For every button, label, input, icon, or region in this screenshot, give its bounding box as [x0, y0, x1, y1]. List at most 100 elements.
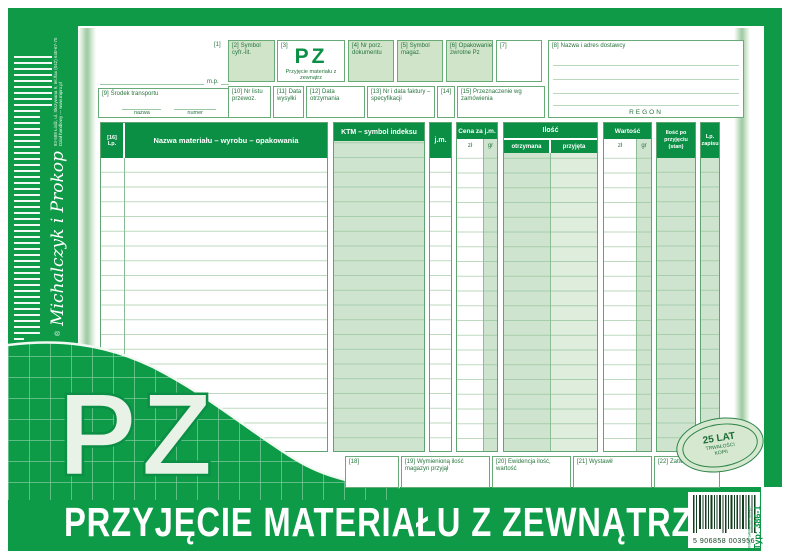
- field-4-label: Nr porz. dokumentu: [352, 43, 383, 56]
- field-10-nr-listu: [10] Nr listu przewoz.: [228, 86, 271, 118]
- field-8-supplier: [8] Nazwa i adres dostawcy REGON: [548, 40, 744, 118]
- field-19-num: [19]: [405, 459, 416, 465]
- field-11-label: Data wysyłki: [277, 89, 302, 102]
- seal-line3: KOPII: [714, 448, 729, 457]
- field-3-pz-box: [3] PZ Przyjęcie materiału z zewnątrz: [277, 40, 345, 82]
- col-body-value-zl: [604, 153, 637, 451]
- field-21-num: [21]: [577, 459, 588, 465]
- regon-label: REGON: [629, 109, 663, 116]
- table-block-lp-zapisu: Lp. zapisu: [700, 122, 720, 452]
- field-19-label: Wymienioną ilość magazyn przyjął: [405, 459, 464, 472]
- field-2-symbol: [2] Symbol cyfr.-lit.: [228, 40, 275, 82]
- table-block-name: [16] Lp. Nazwa materiału – wyrobu – opak…: [100, 122, 328, 452]
- col-header-value: Wartość: [604, 123, 651, 139]
- field-1-num: [1]: [214, 42, 221, 48]
- col-header-ktm: KTM – symbol indeksu: [334, 123, 424, 141]
- field-6-num: [6]: [450, 43, 457, 49]
- table-block-price: Cena za j.m. zł gr: [456, 122, 498, 452]
- col-body-price-zl: [457, 153, 484, 451]
- col-header-lpz-line2: zapisu: [701, 140, 719, 147]
- field-2-num: [2]: [232, 43, 239, 49]
- field-5-num: [5]: [401, 43, 408, 49]
- field-22-label: Zatw.: [670, 459, 685, 465]
- field-11-data-wysylki: [11] Data wysyłki: [273, 86, 304, 118]
- col-header-lp-label: Lp.: [107, 140, 117, 147]
- barcode: 5 906858 003956: [688, 492, 760, 548]
- field-21-wystawil: [21] Wystawił: [573, 456, 652, 488]
- table-block-value: Wartość zł gr: [603, 122, 652, 452]
- field-9-label: Środek transportu: [110, 91, 159, 97]
- field-13-faktura: [13] Nr i data faktury – specyfikacji: [367, 86, 435, 118]
- field-3-sub: Przyjęcie materiału z zewnątrz: [285, 69, 337, 81]
- mp-line: [100, 84, 204, 85]
- field-9-transport: [9] Środek transportu nazwa numer: [98, 88, 230, 118]
- field-5-label: Symbol magaz.: [401, 43, 430, 56]
- brand-block: ® Michalczyk i Prokop 93-588 Łódź, ul. S…: [40, 38, 76, 342]
- col-header-after-qty: Ilość po przyjęciu (stan): [657, 123, 695, 158]
- col-body-jm: [430, 158, 451, 451]
- field-8-label: Nazwa i adres dostawcy: [560, 43, 626, 49]
- table-block-ktm: KTM – symbol indeksu: [333, 122, 425, 452]
- field-9-sub-nazwa: nazwa: [122, 109, 162, 116]
- col-header-lp-num: [16]: [107, 134, 117, 141]
- frame-top: [8, 8, 782, 26]
- col-header-price: Cena za j.m.: [457, 123, 497, 139]
- field-2-label: Symbol cyfr.-lit.: [232, 43, 261, 56]
- field-10-label: Nr listu przewoz.: [232, 89, 263, 102]
- mp-label: m.p.: [207, 79, 219, 85]
- col-header-jm: j.m.: [430, 123, 451, 158]
- col-body-qty-received: [504, 153, 551, 451]
- barcode-digits: 5 906858 003956: [693, 538, 755, 545]
- field-13-num: [13]: [371, 89, 382, 95]
- col-header-qty: Ilość: [504, 123, 597, 139]
- field-15-label: Przeznaczenie wg zamówienia: [461, 89, 522, 102]
- type-label: Typ: 386-1: [752, 505, 762, 549]
- col-subheader-qty-accepted: przyjęta: [551, 140, 597, 153]
- col-body-value-gr: [637, 153, 651, 451]
- col-header-lp: [16] Lp.: [101, 123, 124, 158]
- barcode-bars: [693, 495, 756, 533]
- col-body-after-qty: [657, 158, 695, 451]
- table-block-after-qty: Ilość po przyjęciu (stan): [656, 122, 696, 452]
- col-header-after-line1: Ilość po przyjęciu: [664, 130, 688, 143]
- field-4-num: [4]: [352, 43, 359, 49]
- brand-name: Michalczyk i Prokop: [48, 151, 68, 326]
- col-header-after-line2: (stan): [668, 144, 684, 150]
- col-body-ktm: [334, 141, 424, 451]
- field-14-num: [14]: [441, 89, 452, 95]
- field-9-num: [9]: [102, 91, 109, 97]
- field-20-label: Ewidencja ilość, wartość: [496, 459, 551, 472]
- swoosh-graphic: PZ: [8, 341, 400, 550]
- field-4-nr-porz: [4] Nr porz. dokumentu: [348, 40, 394, 82]
- field-19-magazyn-przyjal: [19] Wymienioną ilość magazyn przyjął: [401, 456, 490, 488]
- col-subheader-price-gr: gr: [484, 139, 497, 153]
- col-body-price-gr: [484, 153, 497, 451]
- field-13-label: Nr i data faktury – specyfikacji: [371, 89, 431, 102]
- field-21-label: Wystawił: [589, 459, 613, 465]
- form-title: PRZYJĘCIE MATERIAŁU Z ZEWNĄTRZ: [64, 499, 693, 545]
- frame-right: [764, 8, 782, 550]
- field-5-symbol-magaz: [5] Symbol magaz.: [397, 40, 443, 82]
- mp-line2: [221, 84, 229, 85]
- field-15-przeznaczenie: [15] Przeznaczenie wg zamówienia: [457, 86, 545, 118]
- type-strip: DRUK SAMOKOPIUJĄCY Typ: 386-1: [748, 487, 782, 551]
- table-block-jm: j.m.: [429, 122, 452, 452]
- field-6-label: Opakowanie zwrotne Pz: [450, 43, 493, 56]
- field-20-ewidencja: [20] Ewidencja ilość, wartość: [492, 456, 571, 488]
- col-subheader-price-zl: zł: [457, 139, 484, 153]
- col-subheader-value-gr: gr: [637, 139, 651, 153]
- field-8-num: [8]: [552, 43, 559, 49]
- big-pz-letters: PZ: [58, 369, 217, 501]
- right-margin-band: [734, 28, 750, 456]
- field-3-code: PZ: [294, 45, 328, 68]
- field-11-num: [11]: [277, 89, 287, 95]
- field-18-num: [18]: [349, 459, 360, 465]
- field-7-num: [7]: [500, 43, 507, 49]
- field-18: [18]: [345, 456, 399, 488]
- brand-address-line2: Dział handlowy — www.mipro.pl: [58, 82, 63, 147]
- field-9-sub-numer: numer: [174, 109, 216, 116]
- col-header-lp-zapisu: Lp. zapisu: [701, 123, 719, 158]
- field-22-num: [22]: [658, 459, 669, 465]
- col-subheader-qty-received: otrzymana: [504, 140, 550, 153]
